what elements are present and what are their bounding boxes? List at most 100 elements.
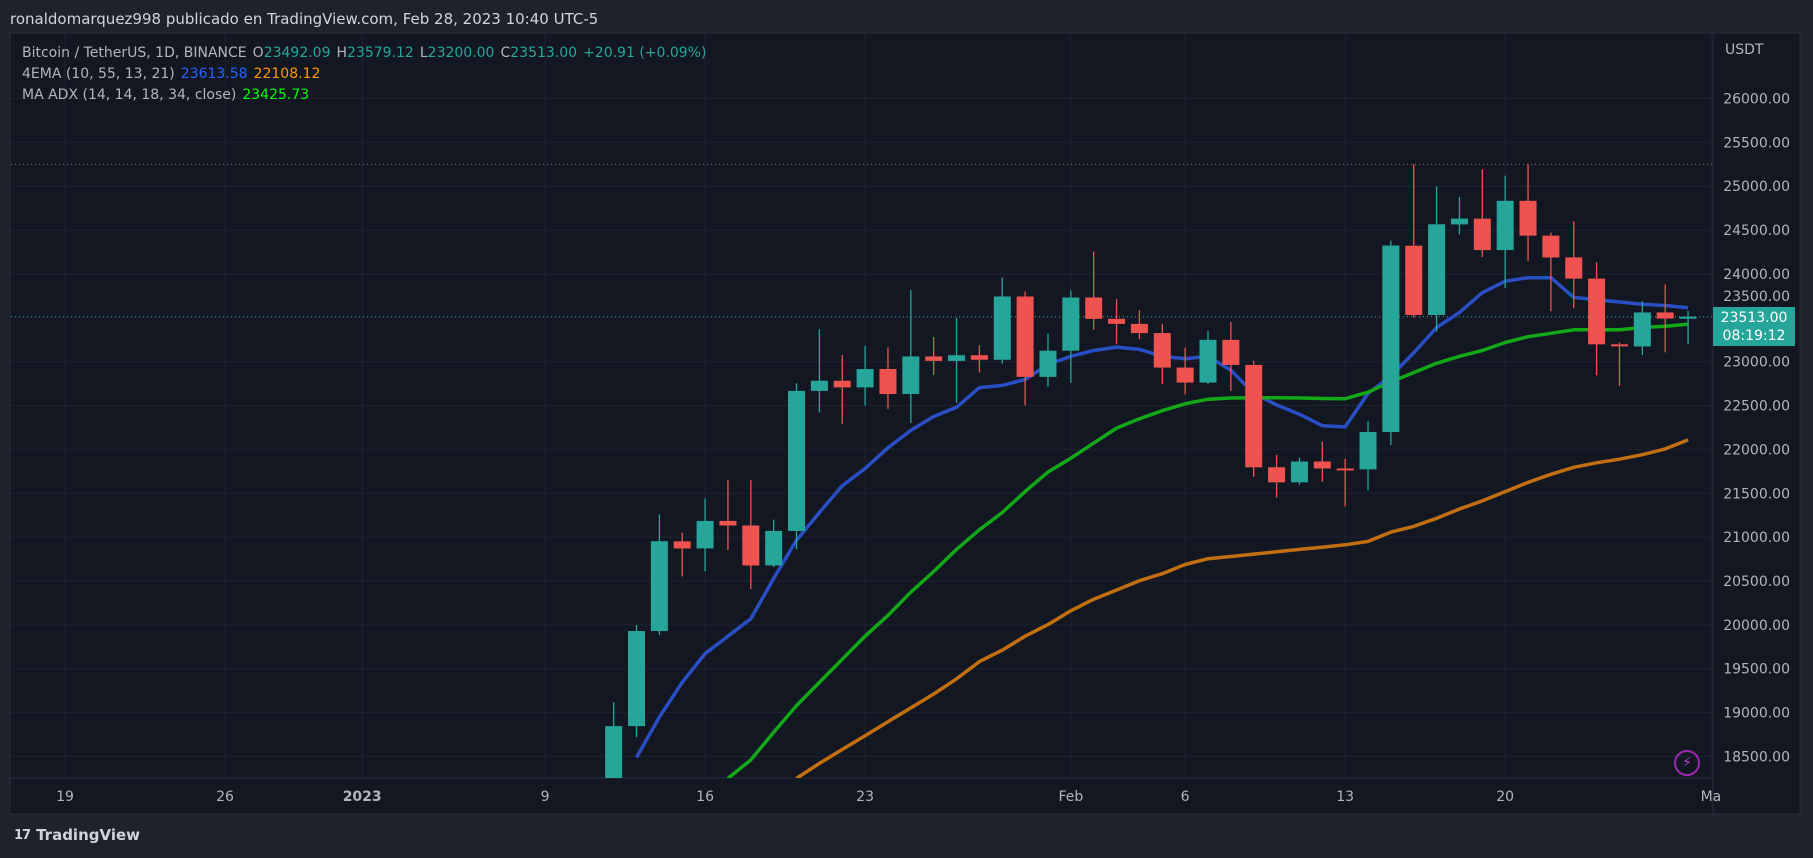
symbol-legend: Bitcoin / TetherUS, 1D, BINANCE O23492.09… [22, 45, 712, 61]
candle [925, 336, 943, 375]
lightning-icon[interactable]: ⚡ [1674, 750, 1700, 776]
candle-body [1039, 350, 1057, 377]
candle-body [605, 726, 623, 778]
candle-body [765, 530, 783, 566]
candle [1519, 164, 1537, 261]
candle-body [1679, 316, 1697, 319]
candle [1588, 262, 1606, 376]
candle-body [1153, 333, 1171, 368]
ema_slow-line [795, 438, 1689, 778]
adx-name[interactable]: MA ADX (14, 14, 18, 34, close) [22, 87, 237, 103]
candle [1336, 458, 1354, 507]
candle-body [788, 390, 806, 531]
candle [605, 702, 623, 778]
price-tick-label: 19500.00 [1723, 662, 1790, 678]
grid [11, 34, 1713, 778]
price-tick-label: 26000.00 [1723, 92, 1790, 108]
candle-body [1245, 364, 1263, 468]
candle-body [1588, 278, 1606, 345]
publish-header: ronaldomarquez998 publicado en TradingVi… [10, 10, 599, 28]
candle [810, 329, 828, 413]
candle-body [650, 541, 668, 632]
candle [1313, 441, 1331, 482]
adx-value: 23425.73 [242, 87, 310, 103]
price-tick-label: 22500.00 [1723, 399, 1790, 415]
candle [742, 480, 760, 590]
bar-countdown: 08:19:12 [1722, 328, 1786, 344]
candle-body [1359, 431, 1377, 470]
high-label: H [336, 45, 348, 61]
ema-name[interactable]: 4EMA (10, 55, 13, 21) [22, 66, 175, 82]
candle [1016, 291, 1034, 406]
low-label: L [419, 45, 428, 61]
candle-body [1405, 245, 1423, 316]
candle-body [719, 520, 737, 526]
price-tick-label: 23000.00 [1723, 355, 1790, 371]
candle-body [1222, 339, 1240, 365]
candle [1382, 240, 1400, 446]
price-tick-label: 18500.00 [1723, 749, 1790, 765]
candle-body [856, 369, 874, 388]
candle-body [879, 368, 897, 394]
candle [1130, 310, 1148, 340]
candle [902, 290, 920, 424]
candle [1222, 321, 1240, 392]
symbol-name[interactable]: Bitcoin / TetherUS, 1D, BINANCE [22, 45, 247, 61]
adx_ma-line [726, 322, 1689, 778]
candle-body [1176, 367, 1194, 383]
candle-body [970, 355, 988, 360]
price-tick-label: 20500.00 [1723, 574, 1790, 590]
low-value: 23200.00 [427, 45, 495, 61]
candle [1542, 232, 1560, 312]
price-tick-label: 19000.00 [1723, 706, 1790, 722]
change-value: +20.91 (+0.09%) [583, 45, 707, 61]
candle [673, 532, 691, 577]
candle [1290, 457, 1308, 485]
price-tick-label: 21000.00 [1723, 530, 1790, 546]
candle-body [1108, 318, 1126, 324]
candle [1679, 310, 1697, 345]
candle [1610, 342, 1628, 386]
candle-body [1473, 218, 1491, 251]
candle [650, 514, 668, 635]
currency-label: USDT [1725, 42, 1764, 58]
candle [879, 347, 897, 409]
candle [765, 519, 783, 568]
current-price: 23513.00 [1720, 310, 1788, 326]
candle-body [1290, 461, 1308, 483]
time-tick-label: 13 [1336, 789, 1354, 805]
candle-body [1313, 461, 1331, 469]
time-tick-label: 20 [1496, 789, 1514, 805]
price-tick-label: 21500.00 [1723, 486, 1790, 502]
candle [1656, 284, 1674, 353]
candle [1405, 164, 1423, 318]
time-tick-label: Ma [1701, 789, 1722, 805]
candle-body [1610, 344, 1628, 347]
ema-slow-value: 22108.12 [253, 66, 321, 82]
price-tick-label: 20000.00 [1723, 618, 1790, 634]
candle [1359, 421, 1377, 491]
candle [628, 624, 645, 738]
candle-body [1085, 297, 1103, 319]
candle [1039, 333, 1057, 387]
tradingview-brand[interactable]: 17 TradingView [14, 826, 140, 844]
candle-body [1382, 245, 1400, 432]
price-tick-label: 24500.00 [1723, 223, 1790, 239]
candle [948, 317, 966, 403]
candle-body [673, 541, 691, 549]
candle [1199, 330, 1217, 385]
time-tick-label: Feb [1058, 789, 1083, 805]
candle-body [1542, 235, 1560, 258]
adx-legend: MA ADX (14, 14, 18, 34, close) 23425.73 [22, 87, 315, 103]
candle [1153, 323, 1171, 385]
time-tick-label: 16 [696, 789, 714, 805]
price-tick-label: 23500.00 [1723, 289, 1790, 305]
ema-fast-value: 23613.58 [180, 66, 248, 82]
open-value: 23492.09 [263, 45, 331, 61]
price-tick-label: 22000.00 [1723, 442, 1790, 458]
candle [788, 383, 806, 550]
candle-body [742, 525, 760, 566]
candle [719, 480, 737, 551]
high-value: 23579.12 [347, 45, 414, 61]
